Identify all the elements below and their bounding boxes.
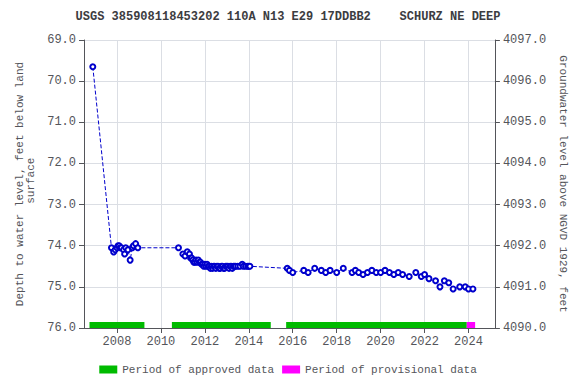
svg-text:Depth to water level, feet bel: Depth to water level, feet below land [13,61,26,307]
svg-text:73.0: 73.0 [47,198,76,212]
svg-text:2010: 2010 [146,335,175,349]
svg-text:74.0: 74.0 [47,239,76,253]
svg-text:71.0: 71.0 [47,115,76,129]
svg-text:2020: 2020 [366,335,395,349]
svg-text:Groundwater level above NGVD 1: Groundwater level above NGVD 1929, feet [557,55,569,312]
svg-text:2012: 2012 [190,335,219,349]
svg-text:4091.0: 4091.0 [503,280,546,294]
svg-text:76.0: 76.0 [47,321,76,335]
svg-text:70.0: 70.0 [47,74,76,88]
svg-text:USGS 385908118453202 110A N13: USGS 385908118453202 110A N13 E29 17DDBB… [76,10,501,24]
svg-text:75.0: 75.0 [47,280,76,294]
svg-text:4092.0: 4092.0 [503,239,546,253]
svg-text:4095.0: 4095.0 [503,115,546,129]
svg-text:4096.0: 4096.0 [503,74,546,88]
svg-text:2022: 2022 [410,335,439,349]
svg-text:surface: surface [25,158,37,211]
svg-text:2016: 2016 [278,335,307,349]
svg-text:2008: 2008 [103,335,132,349]
svg-text:4094.0: 4094.0 [503,156,546,170]
svg-text:2014: 2014 [234,335,263,349]
svg-text:Period of provisional data: Period of provisional data [305,364,477,376]
svg-text:2018: 2018 [322,335,351,349]
svg-text:4093.0: 4093.0 [503,198,546,212]
svg-text:69.0: 69.0 [47,33,76,47]
svg-text:4097.0: 4097.0 [503,33,546,47]
svg-text:4090.0: 4090.0 [503,321,546,335]
svg-text:2024: 2024 [454,335,483,349]
svg-text:Period of approved data: Period of approved data [122,364,274,376]
svg-text:72.0: 72.0 [47,156,76,170]
